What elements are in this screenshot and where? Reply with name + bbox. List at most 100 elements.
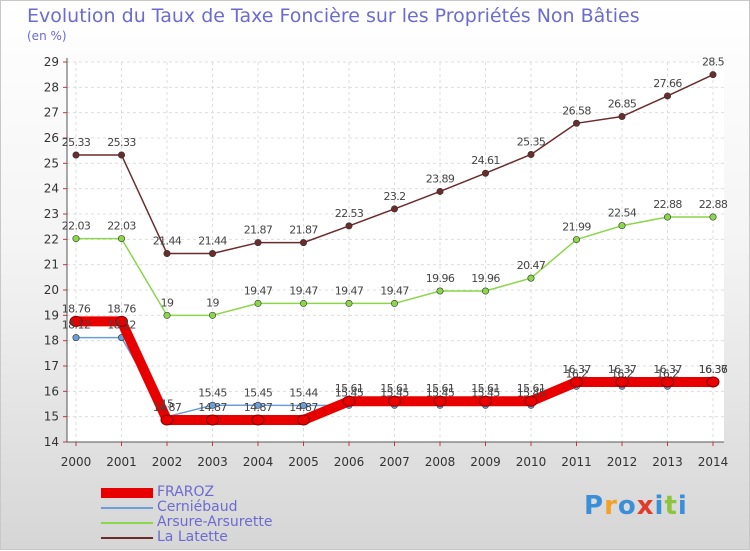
data-label-cerni-baud: 15.45 xyxy=(198,386,227,399)
y-tick-label: 25 xyxy=(44,156,59,170)
data-label-la-latette: 25.33 xyxy=(62,136,91,149)
data-labels: 25.33 25.33 21.44 21.44 21.87 21.87 22.53 23.2 2… xyxy=(62,56,729,414)
data-label-la-latette: 25.33 xyxy=(107,136,136,149)
data-label-fraroz: 15.61 xyxy=(380,382,409,395)
data-label-la-latette: 23.2 xyxy=(383,190,405,203)
legend-swatch-arsure-arsurette xyxy=(101,521,153,524)
data-label-cerni-baud: 18.12 xyxy=(62,319,91,332)
axes: 14 15 16 17 18 19 20 21 22 23 24 25 26 27 28 29 2000 2001… xyxy=(44,55,729,469)
data-label-cerni-baud: 15 xyxy=(161,398,174,411)
data-label-cerni-baud: 15.45 xyxy=(517,386,546,399)
data-label-cerni-baud: 16.2 xyxy=(565,367,587,380)
data-point-la-latette xyxy=(709,71,717,79)
data-label-fraroz: 14.87 xyxy=(244,401,273,414)
data-point-la-latette xyxy=(345,222,353,230)
data-label-arsure-arsurette: 22.54 xyxy=(608,207,637,220)
data-label-arsure-arsurette: 20.47 xyxy=(517,259,546,272)
data-point-cerni-baud xyxy=(254,401,262,409)
data-label-la-latette: 28.5 xyxy=(702,56,725,69)
legend-item-arsure-arsurette: Arsure-Arsurette xyxy=(101,515,272,530)
x-tick-label: 2012 xyxy=(607,455,638,469)
data-point-la-latette xyxy=(663,92,671,100)
data-label-la-latette: 26.58 xyxy=(562,104,591,117)
data-label-arsure-arsurette: 19.47 xyxy=(335,284,364,297)
x-tick-label: 2001 xyxy=(106,455,137,469)
data-label-la-latette: 27.66 xyxy=(653,77,682,90)
proxiti-logo: Proxiti xyxy=(584,491,688,521)
x-tick-label: 2014 xyxy=(698,455,729,469)
legend-item-la-latette: La Latette xyxy=(101,530,272,545)
data-point-arsure-arsurette xyxy=(572,236,580,244)
data-label-fraroz: 15.61 xyxy=(471,382,500,395)
data-point-la-latette xyxy=(618,112,626,120)
x-tick-label: 2006 xyxy=(334,455,365,469)
data-label-cerni-baud: 16.2 xyxy=(611,367,633,380)
y-tick-label: 18 xyxy=(44,334,59,348)
x-tick-label: 2002 xyxy=(152,455,183,469)
logo-letter: t xyxy=(664,491,678,521)
legend: FRAROZ Cerniébaud Arsure-Arsurette La Latet… xyxy=(101,485,272,545)
unit-label: (en %) xyxy=(27,29,67,43)
data-label-cerni-baud: 16.2 xyxy=(656,367,678,380)
y-tick-label: 15 xyxy=(44,410,59,424)
data-label-arsure-arsurette: 19.47 xyxy=(244,284,273,297)
data-point-fraroz xyxy=(297,414,310,426)
data-label-arsure-arsurette: 19.96 xyxy=(426,272,455,285)
data-point-fraroz xyxy=(524,395,538,407)
data-point-arsure-arsurette xyxy=(481,287,489,295)
x-tick-label: 2009 xyxy=(470,455,501,469)
legend-label: Arsure-Arsurette xyxy=(157,514,273,530)
x-tick-label: 2010 xyxy=(516,455,547,469)
data-point-fraroz xyxy=(342,395,356,407)
data-point-la-latette xyxy=(299,239,307,247)
logo-letter: P xyxy=(584,491,605,521)
data-label-cerni-baud: 15.45 xyxy=(380,386,409,399)
legend-label: FRAROZ xyxy=(157,484,215,500)
x-tick-label: 2013 xyxy=(652,455,683,469)
legend-swatch-fraroz xyxy=(101,487,153,498)
data-label-arsure-arsurette: 22.88 xyxy=(699,198,728,211)
y-tick-label: 21 xyxy=(44,258,59,272)
data-point-fraroz xyxy=(115,315,128,327)
y-tick-label: 22 xyxy=(44,232,59,246)
data-label-cerni-baud: 15.45 xyxy=(335,386,364,399)
data-label-fraroz: 18.76 xyxy=(107,302,136,315)
data-label-la-latette: 23.89 xyxy=(426,172,455,185)
data-label-arsure-arsurette: 19.47 xyxy=(289,284,318,297)
data-label-fraroz: 15.61 xyxy=(517,382,546,395)
y-tick-label: 20 xyxy=(44,283,59,297)
logo-letter: i xyxy=(677,491,688,521)
logo-letter: r xyxy=(604,491,618,521)
data-point-fraroz xyxy=(570,376,583,388)
x-tick-label: 2000 xyxy=(61,455,92,469)
data-point-arsure-arsurette xyxy=(163,311,171,319)
data-point-la-latette xyxy=(527,150,535,158)
data-label-fraroz: 16.37 xyxy=(699,363,728,376)
data-point-la-latette xyxy=(254,239,262,247)
data-label-la-latette: 21.87 xyxy=(244,224,273,237)
data-label-la-latette: 22.53 xyxy=(335,207,364,220)
data-point-la-latette xyxy=(436,187,444,195)
data-point-arsure-arsurette xyxy=(254,299,262,307)
series-layer xyxy=(69,71,720,426)
data-point-la-latette xyxy=(118,151,126,159)
y-tick-label: 27 xyxy=(44,106,59,120)
data-point-fraroz xyxy=(388,395,401,407)
data-label-la-latette: 21.87 xyxy=(289,224,318,237)
data-label-cerni-baud: 15.45 xyxy=(471,386,500,399)
data-label-fraroz: 15.61 xyxy=(426,382,455,395)
x-tick-label: 2007 xyxy=(379,455,410,469)
y-tick-label: 24 xyxy=(44,182,59,196)
data-point-fraroz xyxy=(661,376,674,388)
data-point-arsure-arsurette xyxy=(527,274,535,282)
data-point-la-latette xyxy=(390,205,398,213)
x-tick-label: 2008 xyxy=(425,455,456,469)
chart-title: Evolution du Taux de Taxe Foncière sur l… xyxy=(27,5,640,27)
data-point-fraroz xyxy=(479,395,492,407)
data-point-arsure-arsurette xyxy=(618,222,626,230)
data-point-fraroz xyxy=(706,376,720,388)
y-tick-label: 29 xyxy=(44,55,59,69)
data-label-cerni-baud: 18.12 xyxy=(107,319,136,332)
series-arsure-arsurette xyxy=(72,213,717,319)
